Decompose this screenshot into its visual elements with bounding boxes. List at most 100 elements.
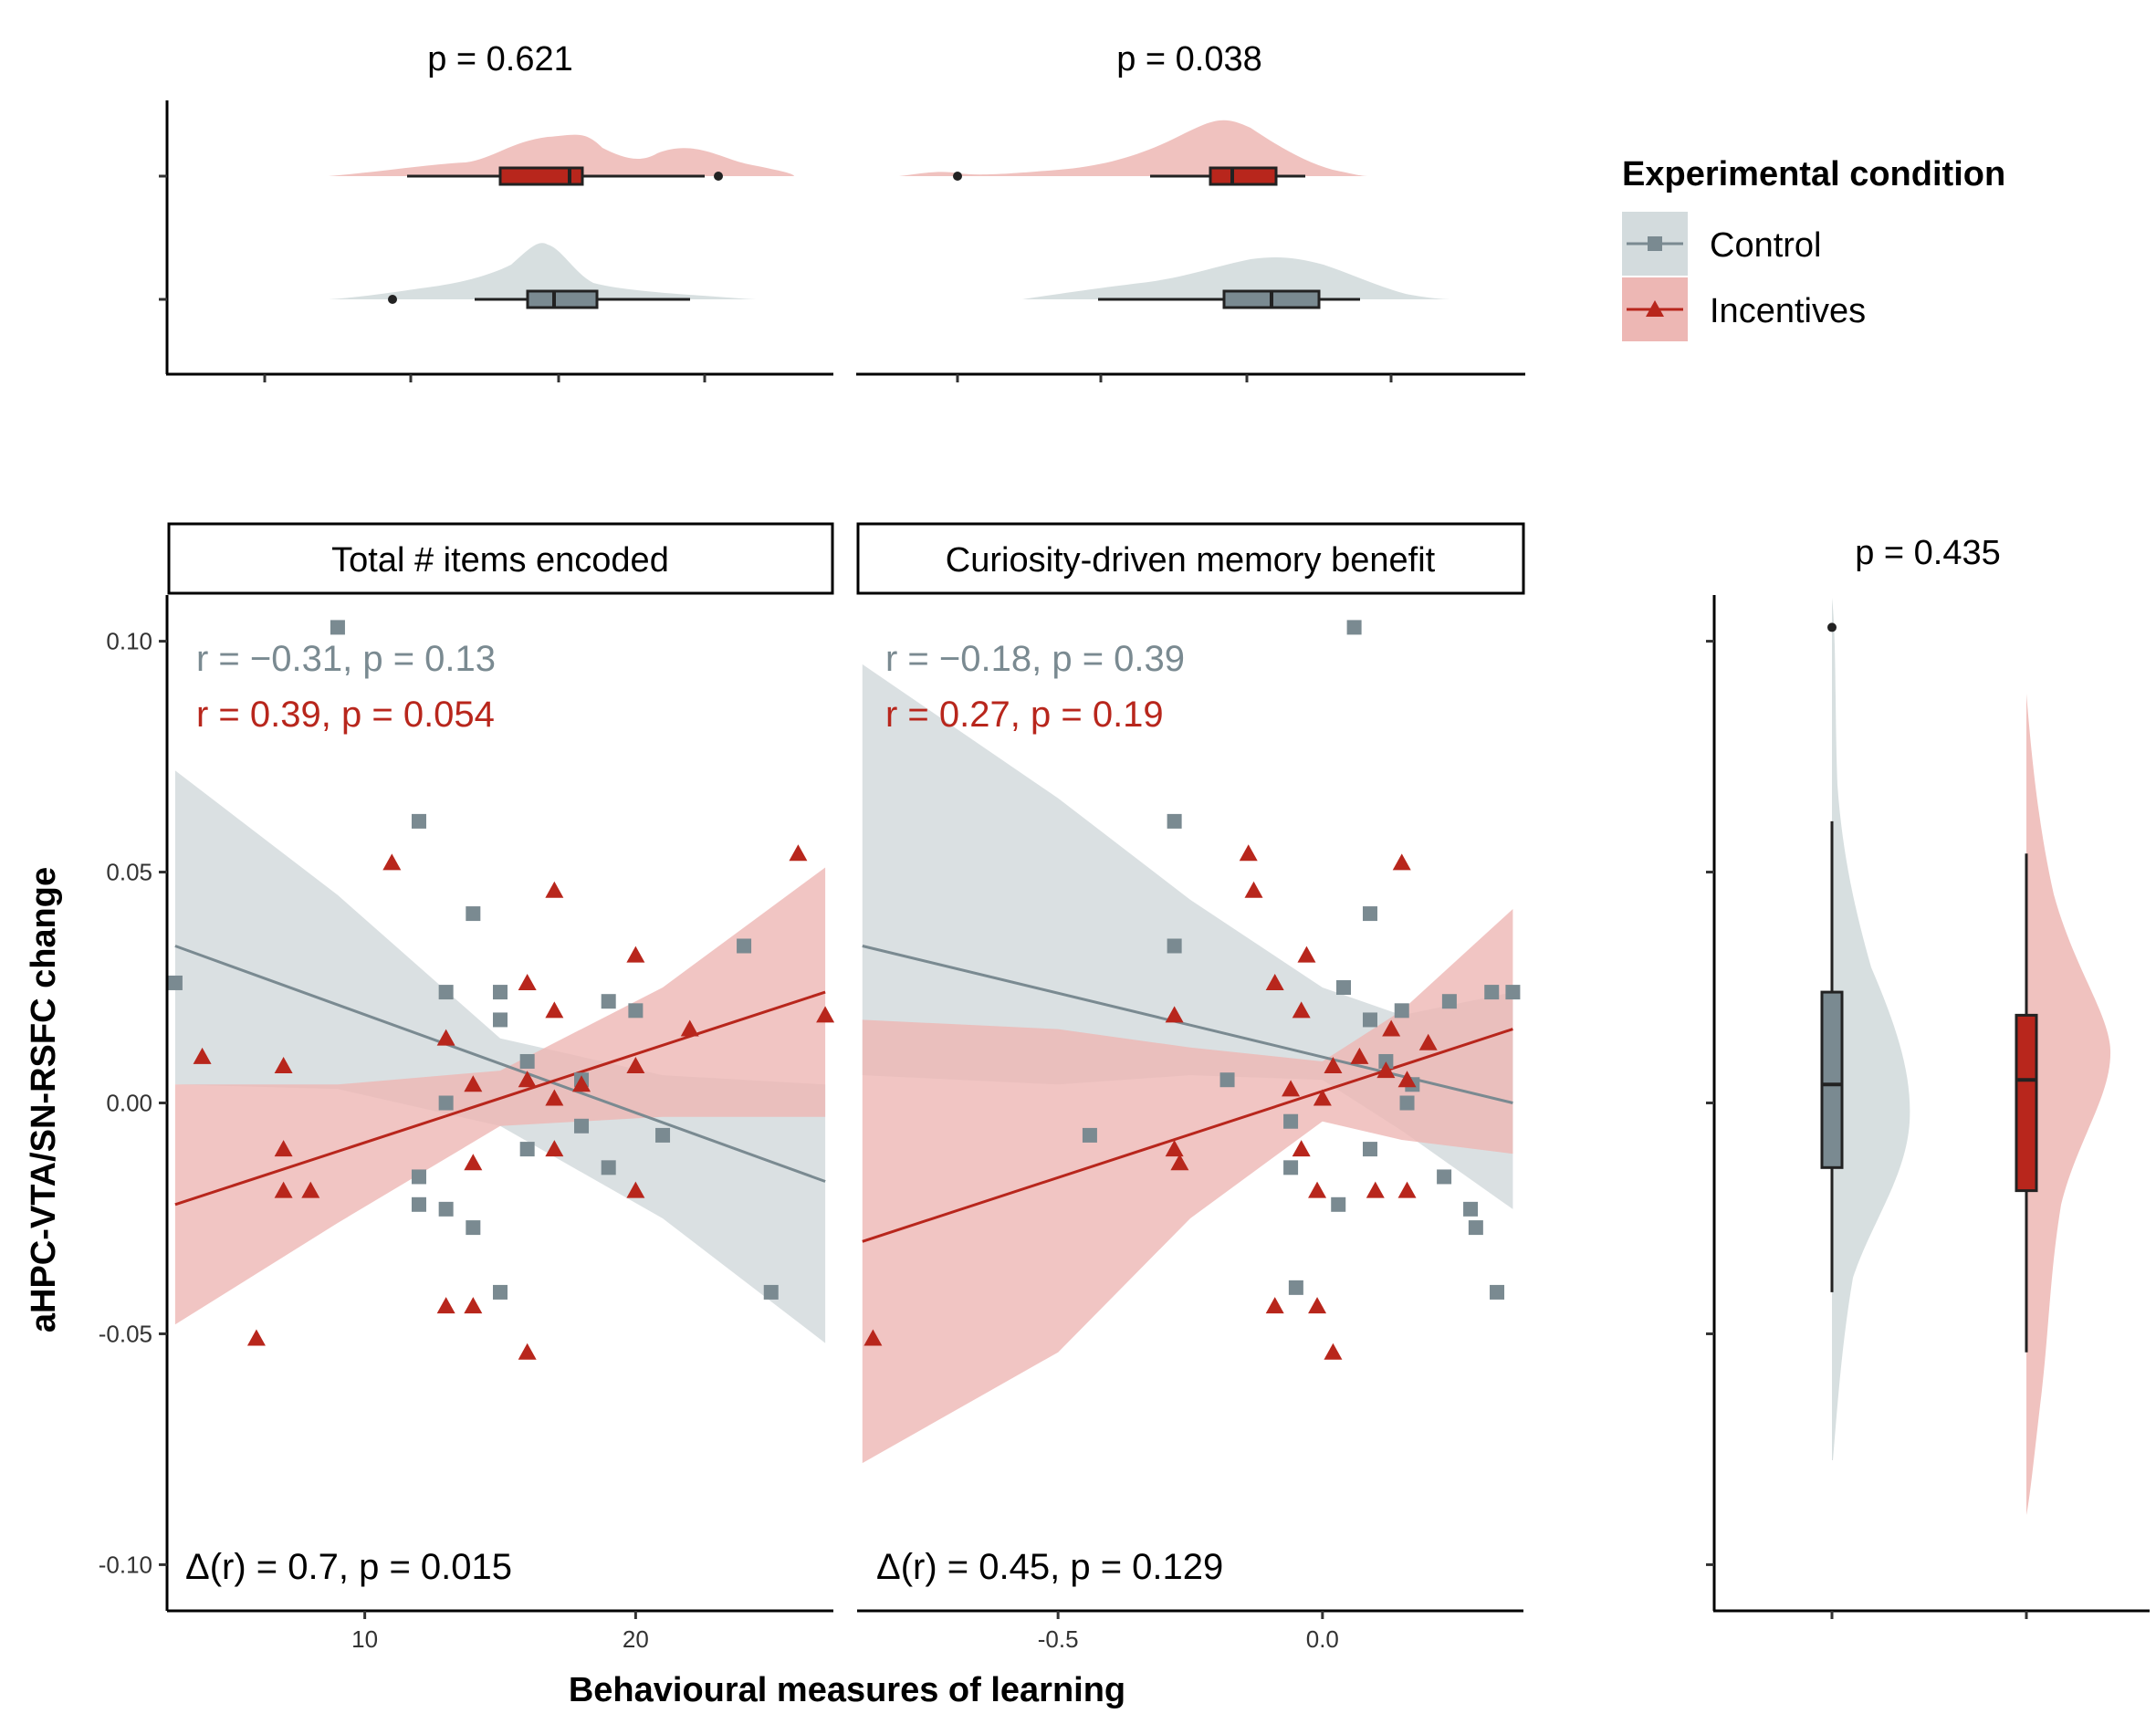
incentives-point xyxy=(464,1154,483,1171)
incentives-point xyxy=(1265,973,1284,990)
control-point xyxy=(466,906,481,922)
control-point xyxy=(1346,620,1362,635)
incentives-iqr-box-y xyxy=(2015,1013,2038,1193)
incentives-point xyxy=(1265,1297,1284,1314)
control-point xyxy=(438,1201,454,1217)
control-point xyxy=(1167,813,1182,829)
control-point xyxy=(1463,1201,1479,1217)
incentives-point xyxy=(626,1057,645,1074)
control-point xyxy=(438,985,454,1000)
top-marginal-total-items: p = 0.621 xyxy=(159,40,833,382)
control-point xyxy=(1362,1012,1377,1028)
control-point xyxy=(493,1284,508,1300)
incentives-point xyxy=(1308,1297,1327,1314)
incentives-point xyxy=(1313,1089,1332,1106)
strip-total-items: Total # items encoded xyxy=(167,522,834,595)
incentives-density-total-items xyxy=(329,134,794,176)
control-point xyxy=(737,938,752,954)
incentives-point xyxy=(626,946,645,963)
incentives-point xyxy=(545,1140,564,1157)
incentives-point xyxy=(1165,1140,1184,1157)
right-annotation-control: r = −0.18, p = 0.39 xyxy=(885,639,1185,679)
top-marginal-curiosity: p = 0.038 xyxy=(856,40,1525,382)
top-left-densities xyxy=(329,134,794,299)
incentives-ci-ribbon-total-items xyxy=(174,867,826,1325)
control-point xyxy=(1399,1095,1415,1111)
control-point xyxy=(1362,906,1377,922)
control-iqr-box-y xyxy=(1820,990,1844,1169)
control-point xyxy=(1468,1220,1483,1236)
y-tick-label: 0.05 xyxy=(106,859,152,886)
incentives-point xyxy=(1292,1140,1311,1157)
control-point xyxy=(1362,1142,1377,1157)
strip-curiosity: Curiosity-driven memory benefit xyxy=(856,522,1525,595)
scatter-panel-total-items: -0.10 -0.05 0.00 0.05 0.10 10 20 xyxy=(99,595,835,1653)
side-marginal-panel: p = 0.435 xyxy=(1706,534,2150,1619)
incentives-ci-ribbon-curiosity xyxy=(862,909,1513,1464)
control-point xyxy=(601,994,616,1009)
control-density-curiosity xyxy=(1022,257,1451,299)
legend-title: Experimental condition xyxy=(1622,155,2005,193)
control-density-total-items xyxy=(329,243,758,299)
incentives-point xyxy=(1308,1181,1327,1198)
incentives-point xyxy=(274,1181,293,1198)
incentives-point xyxy=(545,1089,564,1106)
y-tick-label: 0.10 xyxy=(106,628,152,655)
x-tick-label: 10 xyxy=(351,1625,378,1653)
incentives-point xyxy=(545,1001,564,1019)
strip-box-total-items xyxy=(167,522,834,595)
control-point xyxy=(438,1095,454,1111)
control-point xyxy=(1490,1284,1505,1300)
control-point xyxy=(519,1053,535,1069)
strip-box-curiosity xyxy=(856,522,1525,595)
incentives-point xyxy=(572,1075,591,1092)
incentives-point xyxy=(464,1297,483,1314)
top-right-x-ticks xyxy=(956,374,1393,382)
legend-label-incentives: Incentives xyxy=(1710,292,1866,330)
control-point xyxy=(1283,1113,1299,1129)
incentives-point xyxy=(274,1057,293,1074)
control-point xyxy=(411,1169,426,1185)
left-annotation-control: r = −0.31, p = 0.13 xyxy=(196,639,496,679)
incentives-outlier-curiosity xyxy=(953,172,962,181)
incentives-point xyxy=(1165,1006,1184,1023)
y-axis-title: aHPC-VTA/SN-RSFC change xyxy=(25,867,63,1332)
incentives-point xyxy=(464,1075,483,1092)
control-point xyxy=(1219,1072,1235,1088)
incentives-point xyxy=(1392,853,1411,871)
strip-label-curiosity: Curiosity-driven memory benefit xyxy=(946,541,1436,580)
control-point xyxy=(1437,1169,1452,1185)
control-iqr-box-total-items xyxy=(526,289,599,309)
incentives-point xyxy=(436,1297,455,1314)
incentives-iqr-box-curiosity xyxy=(1209,166,1278,186)
strip-label-total-items: Total # items encoded xyxy=(331,541,669,580)
side-y-ticks xyxy=(1706,640,1714,1566)
control-point xyxy=(411,813,426,829)
incentives-point xyxy=(518,1343,537,1360)
incentives-point xyxy=(816,1006,835,1023)
control-point xyxy=(1331,1196,1346,1212)
incentives-point xyxy=(545,881,564,898)
left-annotation-incentives: r = 0.39, p = 0.054 xyxy=(196,695,495,735)
incentives-point xyxy=(1382,1019,1401,1037)
control-ci-ribbon-total-items xyxy=(174,770,826,1343)
incentives-point xyxy=(680,1019,699,1037)
x-tick-label: 20 xyxy=(623,1625,649,1653)
incentives-point xyxy=(1324,1343,1343,1360)
incentives-point xyxy=(193,1047,212,1064)
x-axis-title: Behavioural measures of learning xyxy=(569,1671,1125,1709)
y-tick-label: -0.05 xyxy=(99,1320,152,1347)
control-point xyxy=(763,1284,779,1300)
legend-label-control: Control xyxy=(1710,226,1822,265)
incentives-point xyxy=(1397,1181,1417,1198)
control-outlier-y xyxy=(1827,622,1837,632)
incentives-density-y xyxy=(2026,694,2111,1515)
legend-item-control: Control xyxy=(1622,212,1822,276)
incentives-box-curiosity xyxy=(953,166,1305,186)
top-right-p-value: p = 0.038 xyxy=(1116,40,1262,78)
control-point xyxy=(411,1196,426,1212)
control-point xyxy=(1082,1127,1097,1143)
incentives-point xyxy=(518,973,537,990)
control-box-total-items xyxy=(388,289,690,309)
control-point xyxy=(493,1012,508,1028)
